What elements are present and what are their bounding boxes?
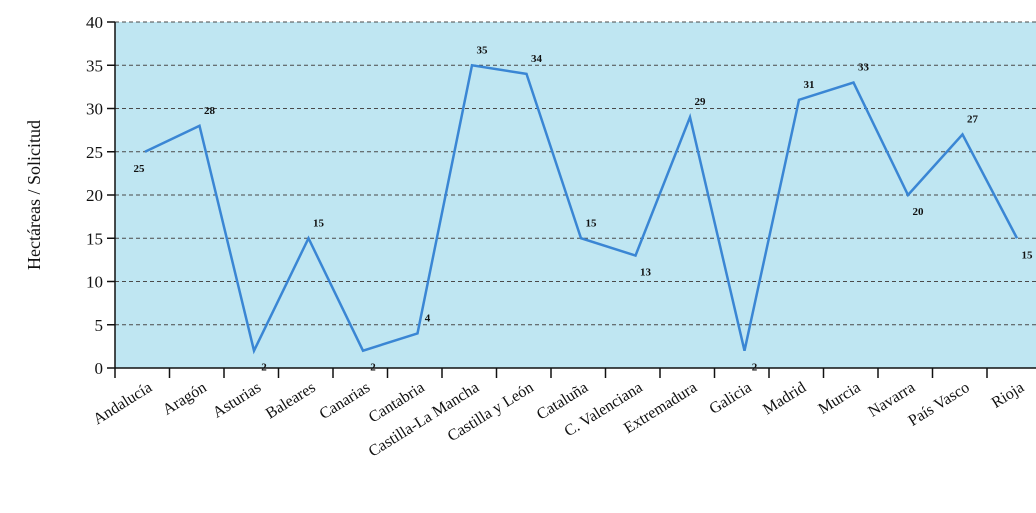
data-label: 2 — [752, 362, 758, 374]
x-category-label: Canarias — [317, 379, 373, 423]
x-category-label: Rioja — [989, 379, 1027, 412]
x-category-label: Aragón — [160, 379, 210, 419]
data-label: 35 — [477, 44, 489, 56]
data-label: 34 — [531, 53, 543, 65]
data-label: 13 — [640, 267, 652, 279]
y-tick-label: 5 — [95, 316, 104, 335]
data-label: 15 — [586, 217, 598, 229]
data-label: 15 — [313, 217, 325, 229]
y-tick-label: 35 — [86, 56, 103, 75]
y-tick-label: 0 — [95, 359, 104, 378]
x-category-label: País Vasco — [905, 379, 972, 430]
data-label: 29 — [695, 96, 707, 108]
y-tick-label: 25 — [86, 143, 103, 162]
y-axis-ticks: 0 5 10 15 20 25 30 35 40 — [86, 13, 115, 378]
data-label: 4 — [425, 312, 431, 324]
data-label: 27 — [967, 113, 979, 125]
data-label: 2 — [370, 362, 376, 374]
y-tick-label: 10 — [86, 273, 103, 292]
series-line — [144, 63, 1019, 355]
y-tick-label: 30 — [86, 100, 103, 119]
y-tick-label: 40 — [86, 13, 103, 32]
x-category-label: Asturias — [210, 379, 264, 422]
y-tick-label: 15 — [86, 229, 103, 248]
data-labels: 25 28 2 15 2 4 35 34 15 13 29 2 31 33 20 27 15 — [134, 44, 1034, 373]
data-label: 2 — [261, 362, 267, 374]
x-category-label: Madrid — [760, 379, 809, 418]
y-tick-label: 20 — [86, 186, 103, 205]
plot-area — [115, 22, 1036, 368]
data-label: 15 — [1022, 249, 1034, 261]
x-category-label: Murcia — [815, 379, 863, 418]
x-category-label: Galicia — [706, 379, 754, 418]
data-label: 20 — [913, 206, 925, 218]
data-label: 28 — [204, 105, 216, 117]
data-label: 25 — [134, 163, 146, 175]
y-axis-title: Hectáreas / Solicitud — [24, 120, 44, 270]
x-category-label: Andalucía — [90, 379, 155, 428]
x-axis-ticks: Andalucía Aragón AsturiasBalearesCanariasC… — [90, 368, 1027, 460]
x-category-label: Baleares — [263, 379, 319, 423]
data-label: 31 — [804, 79, 815, 91]
data-label: 33 — [858, 62, 870, 74]
